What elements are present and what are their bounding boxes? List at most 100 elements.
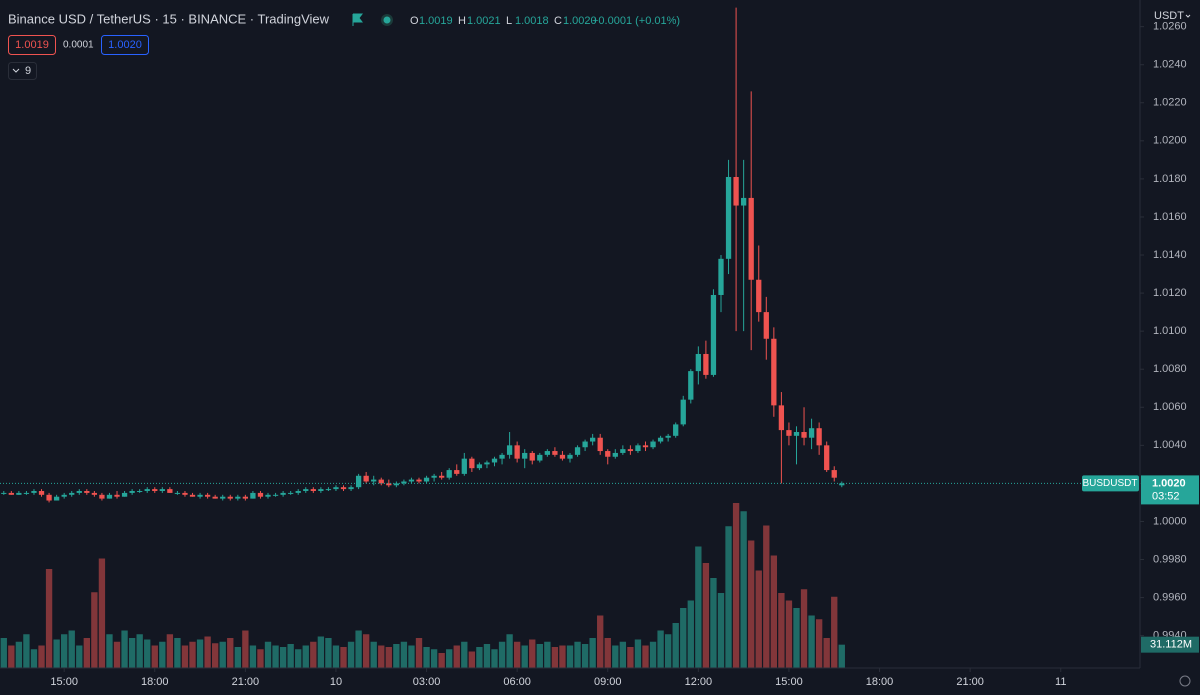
candle-body — [725, 176, 732, 259]
volume-bar — [113, 641, 121, 668]
candle-body — [288, 492, 294, 494]
volume-bar — [763, 525, 770, 668]
candle-body — [673, 424, 679, 436]
volume-bar — [91, 592, 98, 668]
candle-body — [484, 462, 490, 465]
candle-body — [159, 489, 165, 492]
volume-bar — [400, 641, 408, 668]
candle-body — [559, 454, 566, 459]
candle-body — [204, 494, 211, 497]
volume-bar — [529, 639, 536, 668]
ohlc-key: O — [410, 15, 419, 27]
indicator-toggle[interactable] — [8, 62, 37, 80]
ohlc-value: 1.0021 — [467, 15, 501, 27]
candle-body — [537, 454, 543, 461]
volume-bar — [287, 644, 294, 668]
chevron-icon — [12, 68, 20, 73]
settings-icon[interactable] — [1179, 675, 1191, 687]
volume-tag-value: 31.112M — [1150, 639, 1192, 651]
volume-bar — [166, 634, 174, 668]
volume-bar — [453, 645, 460, 668]
volume-bar — [45, 569, 53, 668]
candle-body — [763, 312, 769, 339]
volume-bar — [38, 645, 45, 668]
volume-bar — [151, 645, 158, 668]
candle-body — [99, 494, 105, 499]
price-tag — [1141, 475, 1199, 505]
bid-price: 1.0019 — [15, 39, 49, 51]
x-tick-label: 18:00 — [866, 676, 894, 688]
volume-bar — [536, 644, 543, 668]
volume-bar — [657, 630, 664, 668]
currency[interactable]: USDT — [1154, 10, 1184, 22]
volume-bar — [687, 600, 694, 668]
y-tick-label: 0.9980 — [1153, 553, 1187, 565]
candle-body — [423, 477, 430, 482]
candle-body — [23, 492, 30, 494]
candle-body — [506, 445, 513, 455]
volume-bar — [106, 634, 113, 668]
volume-bar — [513, 641, 521, 668]
candle-body — [597, 437, 603, 452]
volume-bar — [680, 608, 687, 668]
candle-body — [635, 445, 641, 452]
candle-body — [771, 338, 777, 406]
volume-bar — [242, 630, 249, 668]
volume-tag — [1141, 636, 1199, 653]
candle-body — [235, 496, 241, 499]
ask-box[interactable] — [101, 35, 149, 55]
symbol-title: Binance USD / TetherUS · 15 · BINANCE · … — [8, 11, 330, 26]
volume-bar — [423, 647, 430, 668]
volume-bar — [793, 608, 800, 668]
y-tick-label: 1.0220 — [1153, 97, 1187, 109]
volume-bar — [823, 638, 830, 668]
candle-body — [710, 294, 717, 375]
candle-body — [250, 492, 256, 499]
y-tick-label: 1.0080 — [1153, 363, 1187, 375]
volume-bar — [174, 638, 181, 668]
bid-box[interactable] — [8, 35, 56, 55]
candle-body — [227, 496, 233, 499]
volume-bar — [189, 641, 196, 668]
candle-body — [808, 428, 815, 438]
candle-body — [220, 496, 226, 499]
candle-body — [642, 445, 649, 448]
volume-bar — [642, 645, 649, 668]
y-tick-label: 1.0000 — [1153, 515, 1187, 527]
volume-bar — [702, 563, 710, 668]
volume-bar — [234, 647, 241, 668]
candle-body — [741, 197, 747, 206]
volume-bar — [0, 638, 7, 668]
y-tick-label: 1.0260 — [1153, 21, 1187, 33]
volume-bar — [279, 647, 287, 668]
volume-bar — [551, 647, 559, 668]
candle-body — [182, 492, 188, 495]
candle-body — [84, 491, 90, 493]
volume-bar — [544, 641, 551, 668]
volume-bar — [340, 647, 347, 668]
volume-bar — [219, 641, 226, 668]
candle-body — [378, 479, 384, 484]
volume-bar — [415, 638, 423, 668]
volume-bar — [83, 638, 90, 668]
candle-body — [582, 441, 588, 448]
candle-body — [61, 494, 67, 497]
volume-bar — [574, 641, 581, 668]
candle-body — [476, 464, 483, 469]
axes: 0.99400.99600.99801.00001.00201.00401.00… — [50, 21, 1199, 688]
candle-body — [499, 454, 505, 459]
candle-body — [695, 353, 701, 372]
volume-bar — [136, 634, 143, 668]
candle-body — [340, 487, 347, 490]
candle-body — [491, 458, 498, 463]
y-tick-label: 1.0060 — [1153, 401, 1187, 413]
ask-price: 1.0020 — [108, 39, 142, 51]
volume-bar — [815, 619, 823, 668]
candle-body — [69, 492, 75, 495]
candle-body — [272, 494, 279, 496]
volume-bar — [506, 634, 513, 668]
candle-body — [106, 494, 113, 499]
volume-bar — [446, 649, 453, 668]
volume-bar — [378, 645, 385, 668]
